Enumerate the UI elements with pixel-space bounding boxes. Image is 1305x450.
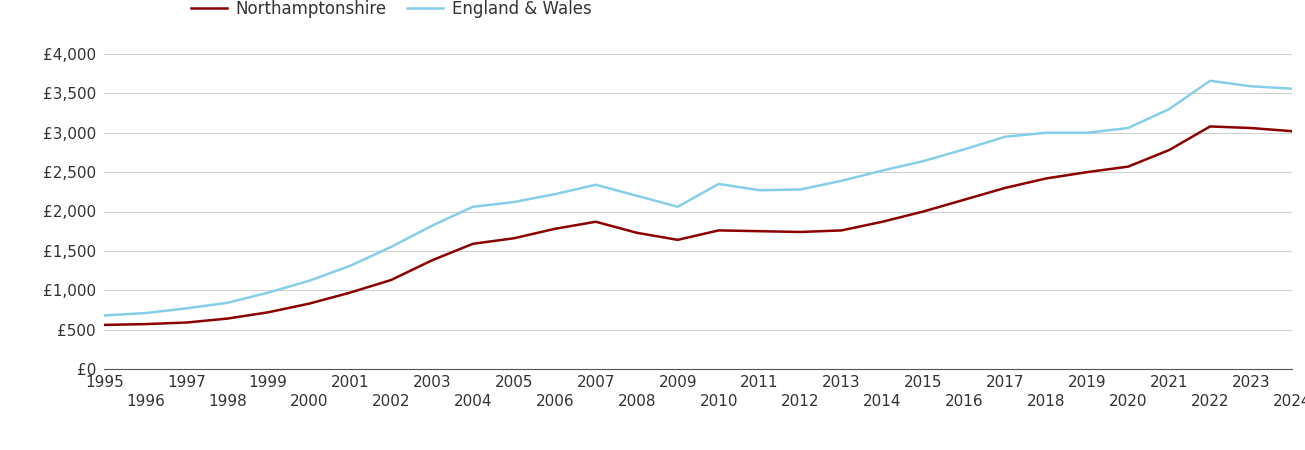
Line: Northamptonshire: Northamptonshire: [104, 126, 1292, 325]
Northamptonshire: [506, 236, 522, 241]
England & Wales: [792, 187, 808, 192]
Northamptonshire: [997, 185, 1013, 191]
England & Wales: [1244, 84, 1259, 89]
England & Wales: [97, 313, 112, 318]
Northamptonshire: [874, 219, 890, 225]
England & Wales: [465, 204, 480, 209]
England & Wales: [301, 278, 317, 284]
England & Wales: [916, 158, 932, 164]
Northamptonshire: [301, 301, 317, 306]
Northamptonshire: [589, 219, 604, 225]
Northamptonshire: [957, 197, 972, 202]
England & Wales: [179, 306, 194, 311]
England & Wales: [424, 223, 440, 228]
England & Wales: [219, 300, 235, 306]
England & Wales: [629, 193, 645, 198]
England & Wales: [384, 244, 399, 250]
Northamptonshire: [424, 257, 440, 263]
England & Wales: [752, 188, 767, 193]
Northamptonshire: [752, 229, 767, 234]
England & Wales: [1284, 86, 1300, 91]
Northamptonshire: [219, 316, 235, 321]
England & Wales: [1202, 78, 1218, 84]
Northamptonshire: [465, 241, 480, 247]
England & Wales: [1079, 130, 1095, 135]
England & Wales: [997, 134, 1013, 140]
Northamptonshire: [916, 209, 932, 214]
England & Wales: [342, 263, 358, 269]
England & Wales: [1120, 125, 1135, 130]
Northamptonshire: [97, 322, 112, 328]
Northamptonshire: [1120, 164, 1135, 169]
Northamptonshire: [261, 310, 277, 315]
Northamptonshire: [384, 277, 399, 283]
England & Wales: [137, 310, 153, 316]
Northamptonshire: [179, 320, 194, 325]
England & Wales: [261, 290, 277, 295]
Northamptonshire: [792, 229, 808, 234]
Northamptonshire: [1202, 124, 1218, 129]
Northamptonshire: [1161, 147, 1177, 153]
England & Wales: [874, 168, 890, 173]
Northamptonshire: [1244, 125, 1259, 130]
Northamptonshire: [1284, 128, 1300, 134]
Northamptonshire: [711, 228, 727, 233]
England & Wales: [711, 181, 727, 187]
Legend: Northamptonshire, England & Wales: Northamptonshire, England & Wales: [184, 0, 598, 24]
Northamptonshire: [547, 226, 562, 231]
England & Wales: [506, 199, 522, 205]
Northamptonshire: [137, 321, 153, 327]
Northamptonshire: [834, 228, 850, 233]
England & Wales: [957, 147, 972, 152]
England & Wales: [589, 182, 604, 187]
Northamptonshire: [1039, 176, 1054, 181]
Northamptonshire: [1079, 169, 1095, 175]
Northamptonshire: [342, 290, 358, 295]
England & Wales: [669, 204, 685, 209]
England & Wales: [834, 178, 850, 184]
Line: England & Wales: England & Wales: [104, 81, 1292, 315]
Northamptonshire: [629, 230, 645, 235]
England & Wales: [1161, 107, 1177, 112]
England & Wales: [1039, 130, 1054, 135]
England & Wales: [547, 192, 562, 197]
Northamptonshire: [669, 237, 685, 243]
